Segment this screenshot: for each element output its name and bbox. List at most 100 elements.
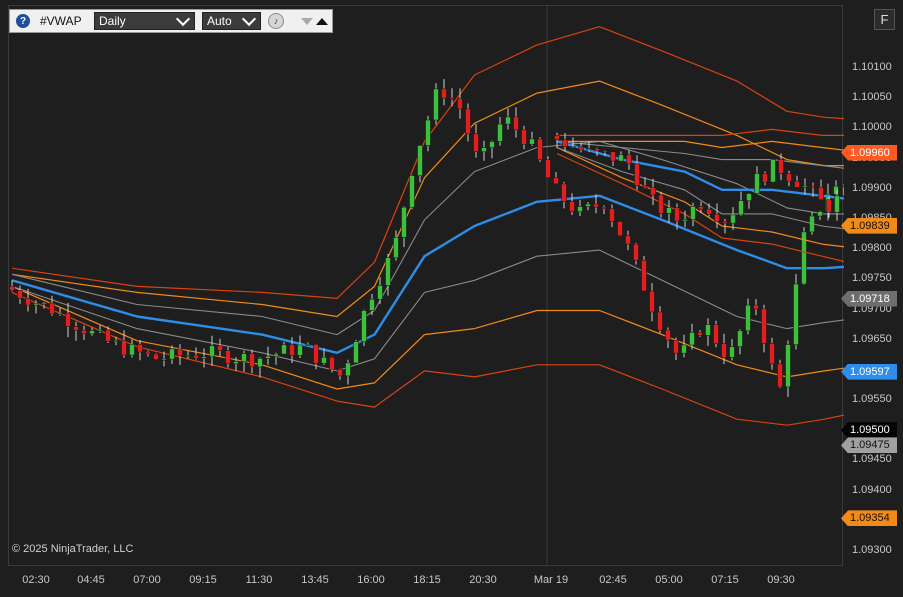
candle-body <box>137 344 143 353</box>
candle-body <box>321 356 327 364</box>
candle-body <box>817 211 823 217</box>
candle-body <box>794 180 800 188</box>
period-value: Daily <box>99 14 126 28</box>
band-upper3-line <box>557 128 844 136</box>
candle-body <box>650 187 656 196</box>
candle-body <box>585 203 591 207</box>
y-axis-label: 1.10050 <box>852 91 892 104</box>
candle-body <box>545 159 551 178</box>
candle-body <box>329 356 335 370</box>
candle-body <box>209 345 215 357</box>
candle-body <box>241 353 247 362</box>
candle-body <box>746 193 752 201</box>
candle-body <box>361 310 367 342</box>
candle-body <box>145 351 151 355</box>
candle-body <box>658 194 664 214</box>
candle-body <box>289 344 295 356</box>
period-select[interactable]: Daily <box>94 11 195 30</box>
candle-body <box>97 329 103 332</box>
x-axis-label: 09:15 <box>189 574 217 586</box>
candle-body <box>497 123 503 142</box>
candle-body <box>777 363 783 388</box>
candle-body <box>625 235 631 245</box>
candle-body <box>521 129 527 145</box>
band-vwap-line <box>556 140 844 200</box>
candle-body <box>793 283 799 345</box>
candle-body <box>553 177 559 185</box>
candle-body <box>737 330 743 347</box>
candle-body <box>121 340 127 356</box>
candle-body <box>730 214 736 224</box>
candle-body <box>673 339 679 354</box>
price-tag: 1.09354 <box>841 510 897 527</box>
price-tag: 1.09839 <box>841 217 897 234</box>
candle-body <box>537 138 543 160</box>
candle-body <box>473 133 479 152</box>
candle-body <box>441 88 447 99</box>
candle-body <box>257 358 263 368</box>
candle-body <box>618 154 624 162</box>
candle-body <box>842 186 844 197</box>
candle-body <box>529 138 535 145</box>
candle-body <box>577 206 583 212</box>
candle-body <box>153 353 159 360</box>
candle-body <box>753 304 759 310</box>
candle-body <box>185 355 191 357</box>
candle-body <box>754 173 760 194</box>
candle-body <box>337 369 343 377</box>
candle-body <box>785 344 791 388</box>
f-button[interactable]: F <box>874 9 895 30</box>
copyright-text: © 2025 NinjaTrader, LLC <box>12 543 134 555</box>
candle-body <box>705 324 711 336</box>
candle-body <box>562 139 568 148</box>
candle-body <box>826 199 832 213</box>
candle-body <box>161 358 167 361</box>
chart-panel[interactable] <box>8 5 844 567</box>
candle-body <box>41 302 47 305</box>
candle-body <box>666 207 672 214</box>
band-lower2-line <box>11 285 844 390</box>
candle-body <box>73 326 79 331</box>
y-axis-label: 1.09400 <box>852 483 892 496</box>
y-axis-label: 1.09650 <box>852 332 892 345</box>
candle-body <box>626 154 632 165</box>
candle-body <box>505 116 511 125</box>
candle-body <box>561 183 567 202</box>
price-chart[interactable] <box>9 6 844 567</box>
candle-body <box>265 355 271 359</box>
candle-body <box>377 285 383 300</box>
candle-body <box>682 219 688 222</box>
x-axis-label: 04:45 <box>77 574 105 586</box>
candle-body <box>674 207 680 222</box>
y-axis-label: 1.09550 <box>852 393 892 406</box>
scale-mode-select[interactable]: Auto <box>202 11 261 30</box>
x-axis-label: 02:30 <box>22 574 50 586</box>
candle-body <box>433 88 439 121</box>
band-upper2-line <box>557 140 844 151</box>
y-axis-label: 1.10000 <box>852 121 892 134</box>
candle-body <box>762 173 768 183</box>
candle-body <box>385 257 391 286</box>
y-axis-label: 1.09750 <box>852 272 892 285</box>
triangle-up-icon[interactable] <box>316 17 328 25</box>
x-axis-label: 13:45 <box>301 574 329 586</box>
candle-body <box>81 329 87 335</box>
candle-body <box>193 355 199 359</box>
x-axis-label: 09:30 <box>767 574 795 586</box>
candle-body <box>641 260 647 292</box>
candle-body <box>17 290 23 299</box>
candle-body <box>698 206 704 210</box>
candle-body <box>425 119 431 146</box>
candle-body <box>681 344 687 354</box>
triangle-down-icon[interactable] <box>301 17 313 25</box>
candle-body <box>569 201 575 212</box>
chevron-down-icon <box>241 11 257 27</box>
candle-body <box>417 145 423 176</box>
price-tag: 1.09475 <box>841 437 897 454</box>
question-icon[interactable]: ? <box>16 14 30 28</box>
candle-body <box>369 298 375 311</box>
candle-body <box>25 298 31 306</box>
candle-body <box>217 345 223 351</box>
speaker-icon[interactable]: ♪ <box>268 13 284 29</box>
band-upper2-line <box>11 80 844 318</box>
